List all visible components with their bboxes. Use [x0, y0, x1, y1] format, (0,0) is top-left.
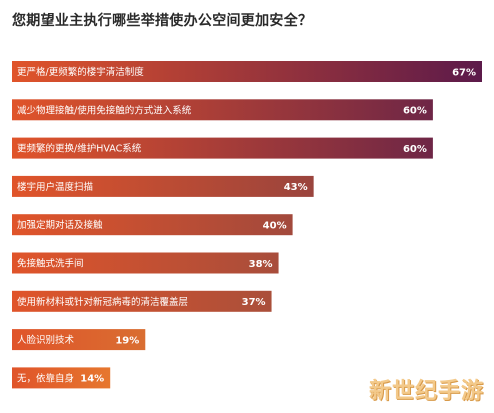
bar-8 [12, 329, 146, 351]
bar-9 [12, 367, 111, 389]
bar-7 [12, 290, 272, 312]
bar-value-5: 40% [263, 221, 287, 232]
bar-label-8: 人脸识别技术 [17, 334, 75, 346]
bar-value-4: 43% [284, 182, 308, 193]
bar-value-2: 60% [403, 106, 427, 117]
bar-label-2: 减少物理接触/使用免接触的方式进入系统 [17, 104, 192, 116]
bar-label-1: 更严格/更频繁的楼宇清洁制度 [17, 66, 144, 78]
bar-value-8: 19% [115, 335, 139, 346]
bar-label-7: 使用新材料或针对新冠病毒的清洁覆盖层 [17, 296, 188, 308]
bar-value-6: 38% [249, 259, 273, 270]
bar-value-7: 37% [242, 297, 266, 308]
bar-4 [12, 175, 314, 197]
bar-label-3: 更频繁的更换/维护HVAC系统 [17, 143, 142, 155]
bar-value-3: 60% [403, 144, 427, 155]
bar-label-4: 楼宇用户温度扫描 [17, 181, 94, 193]
bar-label-6: 免接触式洗手间 [17, 258, 84, 270]
bar-label-9: 无，依靠自身 [17, 372, 74, 384]
bar-3 [12, 137, 433, 159]
bar-5 [12, 214, 293, 236]
bar-6 [12, 252, 279, 274]
bar-2 [12, 99, 433, 121]
chart-title: 您期望业主执行哪些举措使办公空间更加安全？ [12, 13, 313, 29]
bar-value-1: 67% [452, 67, 476, 78]
bar-value-9: 14% [80, 374, 104, 385]
bar-1 [12, 61, 482, 82]
bar-label-5: 加强定期对话及接触 [17, 219, 103, 231]
watermark-logo: 新世纪手游 [368, 379, 484, 404]
